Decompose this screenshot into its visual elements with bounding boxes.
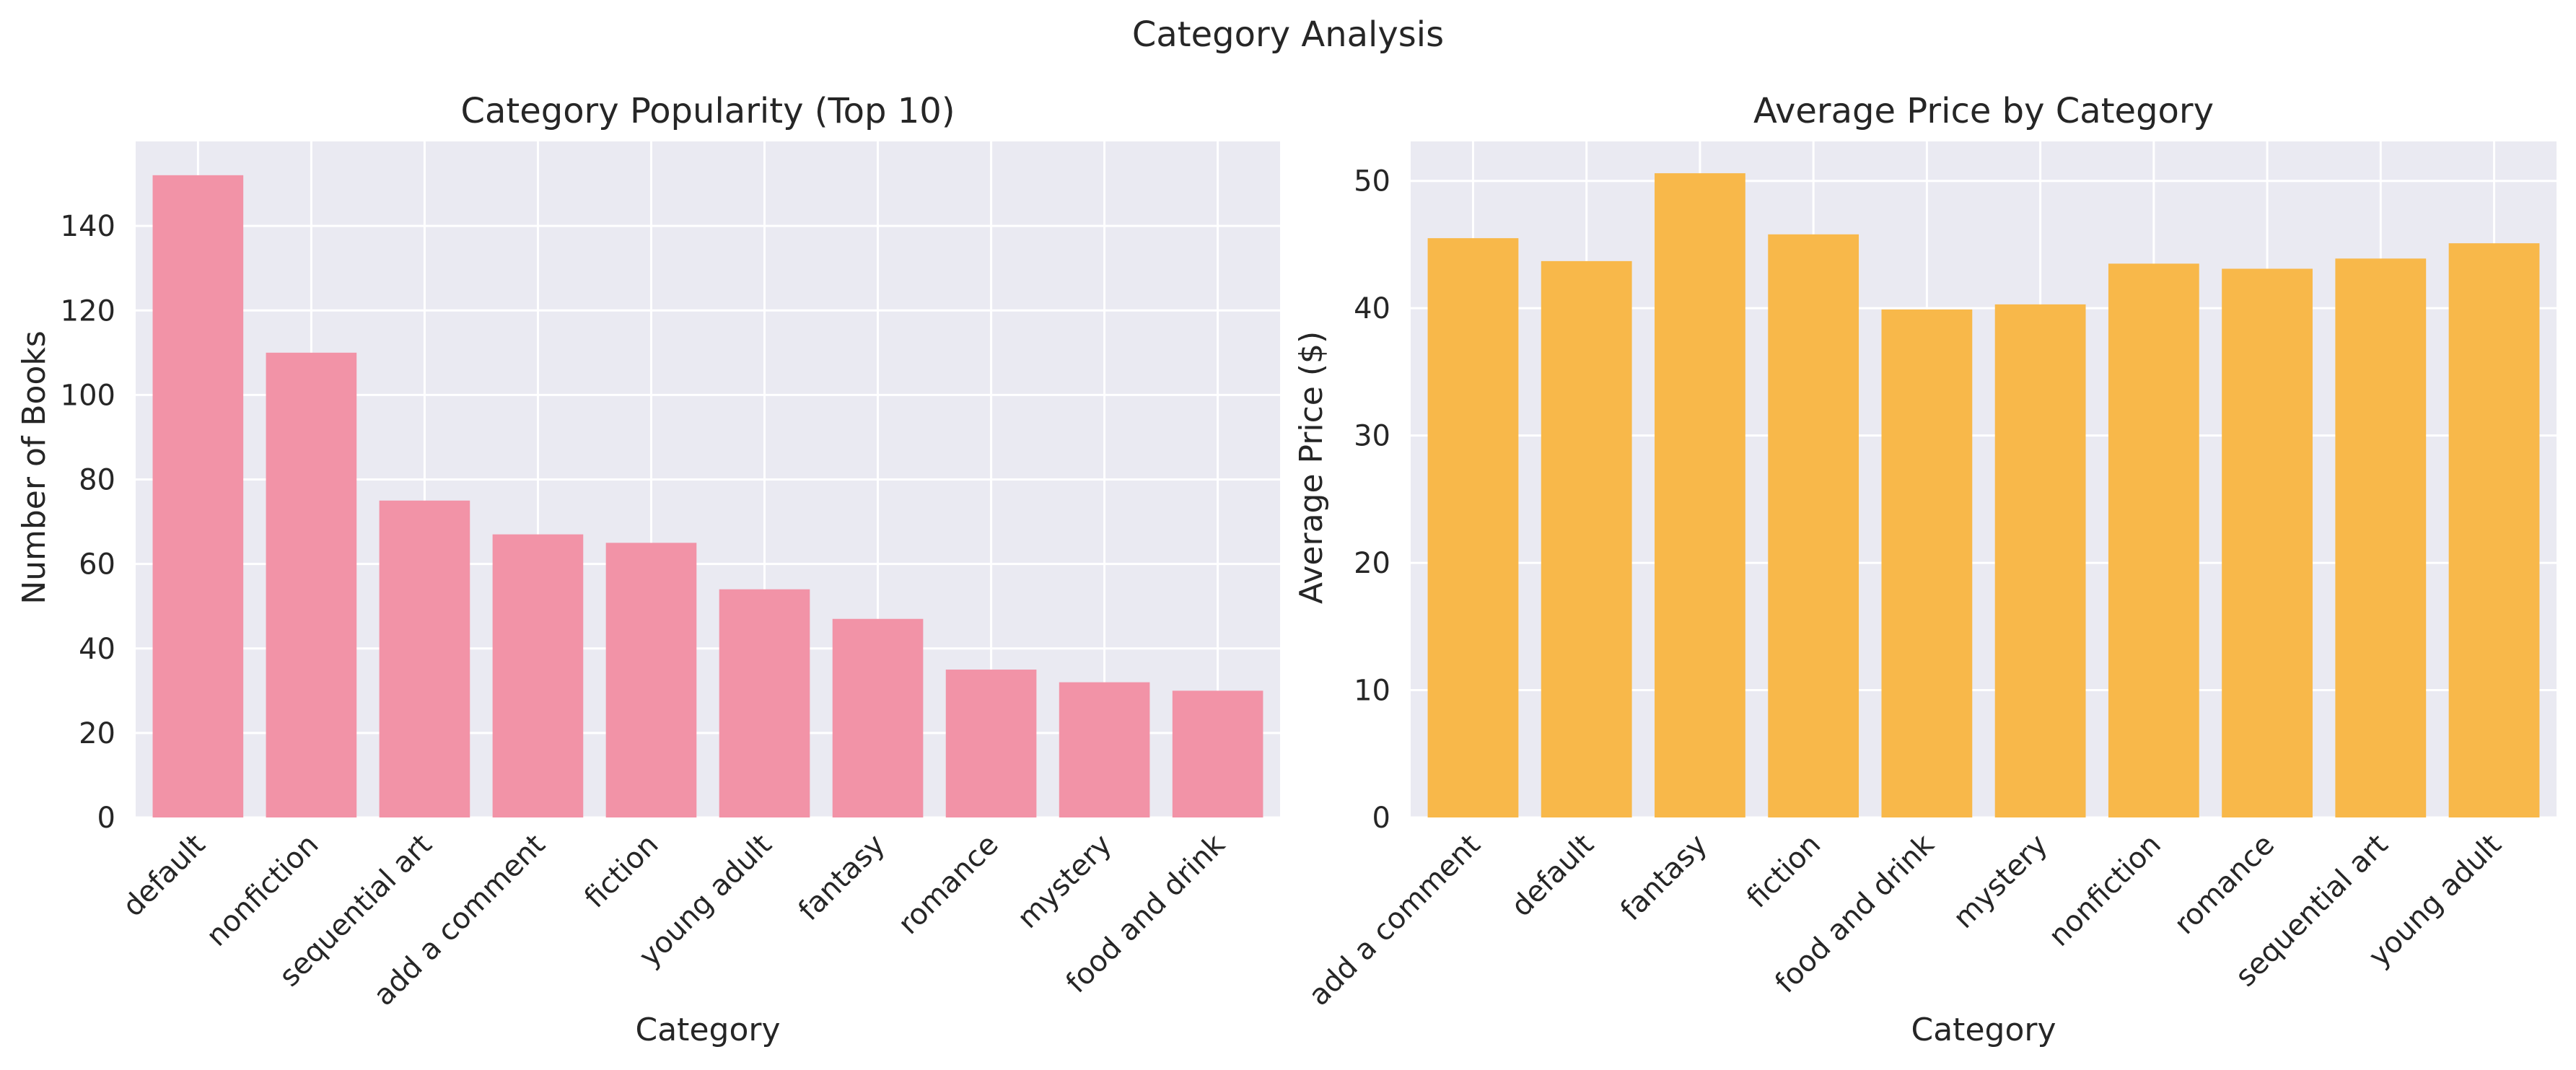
x-tick-label: fantasy <box>792 828 892 928</box>
bar <box>2222 268 2313 818</box>
y-tick-label: 40 <box>1354 292 1390 325</box>
bar <box>605 543 697 817</box>
x-tick-label: mystery <box>1947 828 2054 935</box>
bar <box>1881 309 1973 818</box>
x-tick-label: add a comment <box>1302 828 1486 1012</box>
y-tick-label: 20 <box>1354 547 1390 580</box>
x-axis-label: Category <box>636 1012 781 1048</box>
x-tick-label: nonfiction <box>200 828 325 953</box>
bar <box>1994 304 2086 817</box>
x-tick-label: default <box>1505 828 1600 924</box>
category-popularity-chart: 020406080100120140defaultnonfictionseque… <box>16 91 1280 1048</box>
bar <box>1059 682 1150 817</box>
figure-suptitle: Category Analysis <box>1132 14 1444 55</box>
y-axis-label: Number of Books <box>16 330 53 605</box>
bar <box>1768 234 1859 817</box>
bar <box>1655 173 1745 818</box>
bar <box>2335 258 2427 817</box>
y-axis-label: Average Price ($) <box>1293 331 1330 604</box>
bar <box>492 534 584 817</box>
bar <box>1427 238 1519 817</box>
x-tick-label: fiction <box>578 828 665 915</box>
bar <box>832 618 924 817</box>
y-tick-label: 50 <box>1354 165 1390 198</box>
y-tick-label: 80 <box>79 464 115 497</box>
bar <box>2108 263 2199 817</box>
y-tick-label: 60 <box>79 548 115 582</box>
bar <box>152 175 244 818</box>
bar <box>1172 690 1263 817</box>
bar <box>1541 260 1632 817</box>
bar <box>2448 243 2540 817</box>
x-tick-label: nonfiction <box>2043 828 2168 953</box>
x-tick-label: romance <box>2168 828 2282 942</box>
bar <box>379 500 470 817</box>
x-tick-label: default <box>116 828 211 924</box>
y-tick-label: 140 <box>61 210 115 243</box>
x-tick-label: mystery <box>1011 828 1118 935</box>
chart-title: Average Price by Category <box>1753 91 2214 131</box>
y-tick-label: 40 <box>79 633 115 666</box>
y-tick-label: 120 <box>61 294 115 328</box>
x-tick-label: fiction <box>1740 828 1827 915</box>
x-axis-label: Category <box>1911 1012 2056 1048</box>
chart-title: Category Popularity (Top 10) <box>460 91 955 131</box>
bar <box>945 670 1037 817</box>
x-tick-label: fantasy <box>1614 828 1714 928</box>
bar <box>719 589 810 817</box>
x-tick-label: romance <box>892 828 1005 942</box>
y-tick-label: 0 <box>1372 802 1390 835</box>
y-tick-label: 0 <box>97 802 115 835</box>
y-tick-label: 30 <box>1354 420 1390 453</box>
y-tick-label: 100 <box>61 379 115 412</box>
y-tick-label: 20 <box>79 717 115 750</box>
average-price-chart: 0 10 20 30 40 50 add a comment default fantasy fi… <box>1293 91 2557 1048</box>
bar <box>266 352 357 817</box>
y-tick-label: 10 <box>1354 675 1390 708</box>
